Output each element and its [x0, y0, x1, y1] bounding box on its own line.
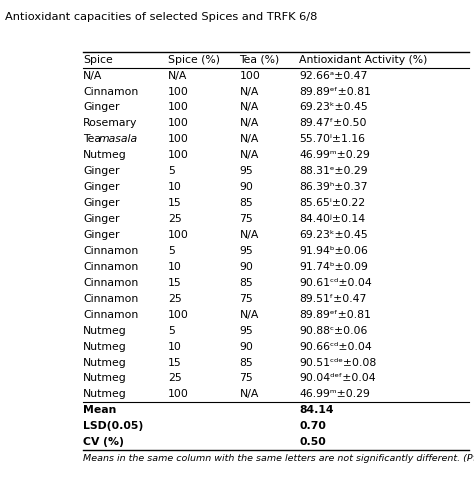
- Text: 100: 100: [168, 87, 189, 96]
- Text: 75: 75: [239, 373, 253, 383]
- Text: 10: 10: [168, 182, 182, 192]
- Text: Cinnamon: Cinnamon: [83, 246, 138, 256]
- Text: 100: 100: [168, 134, 189, 144]
- Text: 95: 95: [239, 166, 253, 176]
- Text: 100: 100: [168, 309, 189, 320]
- Text: 90: 90: [239, 182, 253, 192]
- Text: 92.66ᵃ±0.47: 92.66ᵃ±0.47: [299, 70, 368, 81]
- Text: 75: 75: [239, 294, 253, 304]
- Text: Ginger: Ginger: [83, 102, 119, 113]
- Text: 89.89ᵉᶠ±0.81: 89.89ᵉᶠ±0.81: [299, 87, 371, 96]
- Text: 95: 95: [239, 246, 253, 256]
- Text: 5: 5: [168, 326, 175, 336]
- Text: 100: 100: [239, 70, 260, 81]
- Text: 84.40ʲ±0.14: 84.40ʲ±0.14: [299, 214, 365, 224]
- Text: Cinnamon: Cinnamon: [83, 278, 138, 288]
- Text: 89.89ᵉᶠ±0.81: 89.89ᵉᶠ±0.81: [299, 309, 371, 320]
- Text: Cinnamon: Cinnamon: [83, 294, 138, 304]
- Text: N/A: N/A: [83, 70, 102, 81]
- Text: 100: 100: [168, 230, 189, 240]
- Text: LSD(0.05): LSD(0.05): [83, 421, 143, 431]
- Text: 90.61ᶜᵈ±0.04: 90.61ᶜᵈ±0.04: [299, 278, 372, 288]
- Text: Means in the same column with the same letters are not significantly different. : Means in the same column with the same l…: [83, 454, 474, 463]
- Text: Rosemary: Rosemary: [83, 119, 137, 128]
- Text: 25: 25: [168, 294, 182, 304]
- Text: Nutmeg: Nutmeg: [83, 389, 127, 400]
- Text: N/A: N/A: [239, 102, 259, 113]
- Text: Nutmeg: Nutmeg: [83, 150, 127, 160]
- Text: 90.88ᶜ±0.06: 90.88ᶜ±0.06: [299, 326, 368, 336]
- Text: 15: 15: [168, 198, 182, 208]
- Text: 100: 100: [168, 119, 189, 128]
- Text: 10: 10: [168, 341, 182, 352]
- Text: 90: 90: [239, 262, 253, 272]
- Text: Cinnamon: Cinnamon: [83, 87, 138, 96]
- Text: 90.66ᶜᵈ±0.04: 90.66ᶜᵈ±0.04: [299, 341, 372, 352]
- Text: Cinnamon: Cinnamon: [83, 262, 138, 272]
- Text: 0.50: 0.50: [299, 437, 326, 447]
- Text: 100: 100: [168, 150, 189, 160]
- Text: 89.51ᶠ±0.47: 89.51ᶠ±0.47: [299, 294, 367, 304]
- Text: 85: 85: [239, 198, 253, 208]
- Text: 89.47ᶠ±0.50: 89.47ᶠ±0.50: [299, 119, 367, 128]
- Text: Antioxidant Activity (%): Antioxidant Activity (%): [299, 55, 428, 64]
- Text: Cinnamon: Cinnamon: [83, 309, 138, 320]
- Text: 100: 100: [168, 102, 189, 113]
- Text: 95: 95: [239, 326, 253, 336]
- Text: 90: 90: [239, 341, 253, 352]
- Text: Ginger: Ginger: [83, 214, 119, 224]
- Text: 15: 15: [168, 278, 182, 288]
- Text: 86.39ʰ±0.37: 86.39ʰ±0.37: [299, 182, 368, 192]
- Text: 91.94ᵇ±0.06: 91.94ᵇ±0.06: [299, 246, 368, 256]
- Text: Tea (%): Tea (%): [239, 55, 280, 64]
- Text: 85.65ⁱ±0.22: 85.65ⁱ±0.22: [299, 198, 365, 208]
- Text: 15: 15: [168, 358, 182, 368]
- Text: Ginger: Ginger: [83, 198, 119, 208]
- Text: 91.74ᵇ±0.09: 91.74ᵇ±0.09: [299, 262, 368, 272]
- Text: masala: masala: [99, 134, 138, 144]
- Text: N/A: N/A: [239, 309, 259, 320]
- Text: 0.70: 0.70: [299, 421, 326, 431]
- Text: 5: 5: [168, 166, 175, 176]
- Text: Nutmeg: Nutmeg: [83, 358, 127, 368]
- Text: N/A: N/A: [239, 150, 259, 160]
- Text: N/A: N/A: [239, 87, 259, 96]
- Text: Spice (%): Spice (%): [168, 55, 220, 64]
- Text: 46.99ᵐ±0.29: 46.99ᵐ±0.29: [299, 389, 370, 400]
- Text: N/A: N/A: [239, 230, 259, 240]
- Text: 10: 10: [168, 262, 182, 272]
- Text: N/A: N/A: [168, 70, 187, 81]
- Text: Nutmeg: Nutmeg: [83, 341, 127, 352]
- Text: Antioxidant capacities of selected Spices and TRFK 6/8: Antioxidant capacities of selected Spice…: [5, 12, 317, 22]
- Text: 69.23ᵏ±0.45: 69.23ᵏ±0.45: [299, 230, 368, 240]
- Text: 85: 85: [239, 358, 253, 368]
- Text: 84.14: 84.14: [299, 405, 334, 415]
- Text: Ginger: Ginger: [83, 182, 119, 192]
- Text: 25: 25: [168, 214, 182, 224]
- Text: N/A: N/A: [239, 389, 259, 400]
- Text: 75: 75: [239, 214, 253, 224]
- Text: Nutmeg: Nutmeg: [83, 326, 127, 336]
- Text: Ginger: Ginger: [83, 166, 119, 176]
- Text: 85: 85: [239, 278, 253, 288]
- Text: N/A: N/A: [239, 119, 259, 128]
- Text: 25: 25: [168, 373, 182, 383]
- Text: Spice: Spice: [83, 55, 113, 64]
- Text: 46.99ᵐ±0.29: 46.99ᵐ±0.29: [299, 150, 370, 160]
- Text: 5: 5: [168, 246, 175, 256]
- Text: Nutmeg: Nutmeg: [83, 373, 127, 383]
- Text: N/A: N/A: [239, 134, 259, 144]
- Text: 55.70ˡ±1.16: 55.70ˡ±1.16: [299, 134, 365, 144]
- Text: 90.51ᶜᵈᵉ±0.08: 90.51ᶜᵈᵉ±0.08: [299, 358, 376, 368]
- Text: 69.23ᵏ±0.45: 69.23ᵏ±0.45: [299, 102, 368, 113]
- Text: 90.04ᵈᵉᶠ±0.04: 90.04ᵈᵉᶠ±0.04: [299, 373, 376, 383]
- Text: 88.31ᵉ±0.29: 88.31ᵉ±0.29: [299, 166, 368, 176]
- Text: 100: 100: [168, 389, 189, 400]
- Text: CV (%): CV (%): [83, 437, 124, 447]
- Text: Mean: Mean: [83, 405, 116, 415]
- Text: Tea: Tea: [83, 134, 104, 144]
- Text: Ginger: Ginger: [83, 230, 119, 240]
